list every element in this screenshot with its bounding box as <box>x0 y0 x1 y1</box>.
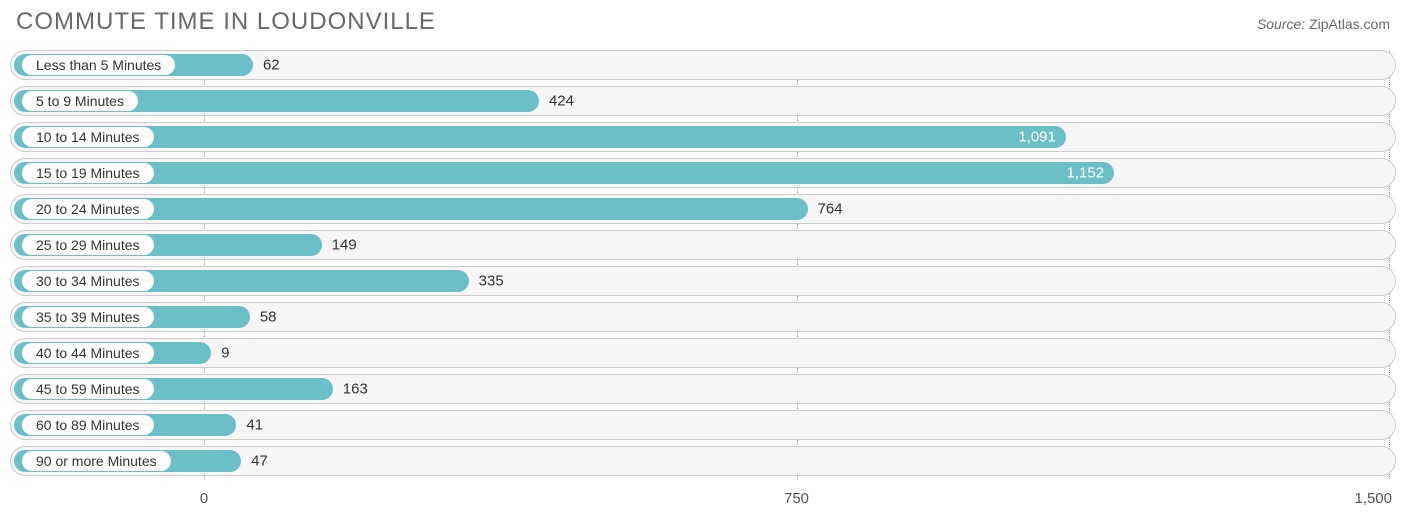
chart-source: Source: ZipAtlas.com <box>1257 16 1390 32</box>
value-label: 47 <box>251 453 268 470</box>
value-label: 1,152 <box>1067 165 1105 182</box>
value-label: 335 <box>479 273 504 290</box>
bar-row: 30 to 34 Minutes 335 <box>10 266 1396 296</box>
bar-row: 15 to 19 Minutes 1,152 <box>10 158 1396 188</box>
category-pill: 90 or more Minutes <box>22 451 171 471</box>
bar-row: 5 to 9 Minutes 424 <box>10 86 1396 116</box>
category-pill: 25 to 29 Minutes <box>22 235 154 255</box>
bar-track <box>10 338 1396 368</box>
source-value: ZipAtlas.com <box>1309 16 1390 32</box>
bar <box>14 126 1066 148</box>
bar-row: 20 to 24 Minutes 764 <box>10 194 1396 224</box>
bar-rows: Less than 5 Minutes 62 5 to 9 Minutes 424 10… <box>10 50 1396 476</box>
category-pill: 5 to 9 Minutes <box>22 91 138 111</box>
bar-row: Less than 5 Minutes 62 <box>10 50 1396 80</box>
value-label: 41 <box>246 417 263 434</box>
value-label: 163 <box>343 381 368 398</box>
category-pill: 30 to 34 Minutes <box>22 271 154 291</box>
category-pill: 35 to 39 Minutes <box>22 307 154 327</box>
bar-row: 40 to 44 Minutes 9 <box>10 338 1396 368</box>
category-pill: 10 to 14 Minutes <box>22 127 154 147</box>
x-axis: 0 750 1,500 <box>10 484 1396 510</box>
category-pill: Less than 5 Minutes <box>22 55 175 75</box>
commute-time-chart: COMMUTE TIME IN LOUDONVILLE Source: ZipA… <box>0 0 1406 523</box>
category-pill: 60 to 89 Minutes <box>22 415 154 435</box>
bar-row: 10 to 14 Minutes 1,091 <box>10 122 1396 152</box>
bar <box>14 162 1114 184</box>
value-label: 1,091 <box>1018 129 1056 146</box>
value-label: 62 <box>263 57 280 74</box>
chart-title: COMMUTE TIME IN LOUDONVILLE <box>16 8 436 36</box>
value-label: 58 <box>260 309 277 326</box>
bar-row: 90 or more Minutes 47 <box>10 446 1396 476</box>
bar-row: 25 to 29 Minutes 149 <box>10 230 1396 260</box>
category-pill: 40 to 44 Minutes <box>22 343 154 363</box>
bar-row: 35 to 39 Minutes 58 <box>10 302 1396 332</box>
category-pill: 45 to 59 Minutes <box>22 379 154 399</box>
category-pill: 15 to 19 Minutes <box>22 163 154 183</box>
category-pill: 20 to 24 Minutes <box>22 199 154 219</box>
source-label: Source: <box>1257 16 1305 32</box>
bar-row: 60 to 89 Minutes 41 <box>10 410 1396 440</box>
value-label: 764 <box>818 201 843 218</box>
value-label: 424 <box>549 93 574 110</box>
x-axis-tick: 0 <box>200 490 208 507</box>
value-label: 9 <box>221 345 229 362</box>
x-axis-tick: 750 <box>784 490 809 507</box>
plot-area: Less than 5 Minutes 62 5 to 9 Minutes 424 10… <box>10 50 1396 480</box>
value-label: 149 <box>332 237 357 254</box>
x-axis-tick: 1,500 <box>1354 490 1392 507</box>
chart-header: COMMUTE TIME IN LOUDONVILLE Source: ZipA… <box>10 8 1396 50</box>
bar-row: 45 to 59 Minutes 163 <box>10 374 1396 404</box>
